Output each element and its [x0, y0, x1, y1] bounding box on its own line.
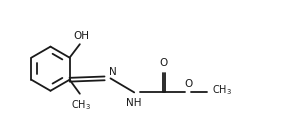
Text: $\mathrm{CH_3}$: $\mathrm{CH_3}$ — [71, 99, 91, 112]
Text: O: O — [184, 79, 193, 89]
Text: NH: NH — [126, 98, 142, 108]
Text: $\mathrm{CH_3}$: $\mathrm{CH_3}$ — [212, 83, 232, 97]
Text: OH: OH — [73, 31, 89, 41]
Text: N: N — [108, 67, 116, 77]
Text: O: O — [160, 58, 168, 68]
